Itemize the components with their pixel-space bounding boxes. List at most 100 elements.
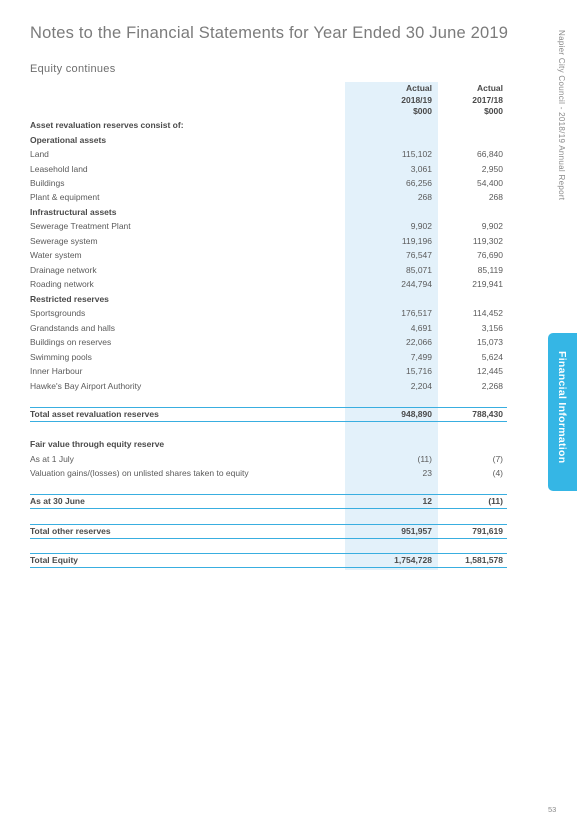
table-total-row: Total asset revaluation reserves 948,890 7… xyxy=(30,407,507,422)
value-2018-19: 22,066 xyxy=(406,337,432,347)
row-label: Infrastructural assets xyxy=(30,207,117,217)
column-header-line: 2018/19 xyxy=(401,94,432,105)
row-label: Roading network xyxy=(30,279,94,289)
row-label: Plant & equipment xyxy=(30,192,100,202)
row-label: As at 30 June xyxy=(30,496,85,506)
value-2018-19: 76,547 xyxy=(406,250,432,260)
row-label: Total other reserves xyxy=(30,526,111,536)
table-row: Swimming pools 7,499 5,624 xyxy=(30,350,507,364)
value-2018-19: 948,890 xyxy=(401,409,432,419)
value-2017-18: 119,302 xyxy=(472,236,503,246)
row-label: Valuation gains/(losses) on unlisted sha… xyxy=(30,468,249,478)
table-row: Water system 76,547 76,690 xyxy=(30,248,507,262)
table-row: Land 115,102 66,840 xyxy=(30,147,507,161)
column-header-line: 2017/18 xyxy=(472,94,503,105)
value-2018-19: 85,071 xyxy=(406,265,432,275)
row-label: Buildings on reserves xyxy=(30,337,112,347)
table-section-heading: Asset revaluation reserves consist of: xyxy=(30,118,507,132)
column-header-line: Actual xyxy=(477,83,503,93)
value-2017-18: 268 xyxy=(488,192,503,202)
value-2018-19: 2,204 xyxy=(410,381,432,391)
side-report-title: Napier City Council - 2018/19 Annual Rep… xyxy=(557,30,566,201)
value-2018-19: 15,716 xyxy=(406,366,432,376)
value-2017-18: 85,119 xyxy=(477,265,503,275)
row-label: Restricted reserves xyxy=(30,294,109,304)
value-2018-19: 9,902 xyxy=(410,221,432,231)
row-label: Sewerage system xyxy=(30,236,98,246)
row-label: Hawke's Bay Airport Authority xyxy=(30,381,142,391)
value-2017-18: 54,400 xyxy=(477,178,503,188)
row-label: Leasehold land xyxy=(30,164,88,174)
value-2018-19: 176,517 xyxy=(401,308,432,318)
value-2018-19: 4,691 xyxy=(410,323,432,333)
table-row: Sportsgrounds 176,517 114,452 xyxy=(30,306,507,320)
row-label: Water system xyxy=(30,250,82,260)
table-row: As at 1 July (11) (7) xyxy=(30,452,507,466)
value-2017-18: 788,430 xyxy=(472,409,503,419)
table-row: Plant & equipment 268 268 xyxy=(30,190,507,204)
table-row: Buildings 66,256 54,400 xyxy=(30,176,507,190)
row-label: Sewerage Treatment Plant xyxy=(30,221,131,231)
table-row: Buildings on reserves 22,066 15,073 xyxy=(30,335,507,349)
row-label: Total Equity xyxy=(30,555,79,565)
value-2018-19: (11) xyxy=(417,454,433,464)
table-section-heading: Operational assets xyxy=(30,133,507,147)
row-label: Asset revaluation reserves consist of: xyxy=(30,120,184,130)
table-row: Valuation gains/(losses) on unlisted sha… xyxy=(30,466,507,480)
table-row: Hawke's Bay Airport Authority 2,204 2,268 xyxy=(30,379,507,393)
table-row: Drainage network 85,071 85,119 xyxy=(30,263,507,277)
section-subtitle: Equity continues xyxy=(30,63,116,75)
side-section-tab-label: Financial Information xyxy=(556,351,568,464)
table-row: Grandstands and halls 4,691 3,156 xyxy=(30,321,507,335)
value-2018-19: 244,794 xyxy=(401,279,432,289)
value-2018-19: 23 xyxy=(422,468,432,478)
value-2017-18: (7) xyxy=(492,454,503,464)
value-2018-19: 7,499 xyxy=(410,352,432,362)
table-row: Sewerage system 119,196 119,302 xyxy=(30,234,507,248)
value-2017-18: 12,445 xyxy=(477,366,503,376)
value-2017-18: 219,941 xyxy=(472,279,503,289)
row-label: As at 1 July xyxy=(30,454,74,464)
value-2018-19: 1,754,728 xyxy=(394,555,432,565)
row-label: Sportsgrounds xyxy=(30,308,86,318)
value-2017-18: 114,452 xyxy=(472,308,503,318)
page-number: 53 xyxy=(548,805,557,814)
value-2018-19: 268 xyxy=(417,192,432,202)
row-label: Land xyxy=(30,149,49,159)
value-2017-18: 1,581,578 xyxy=(465,555,503,565)
page-title: Notes to the Financial Statements for Ye… xyxy=(30,24,509,42)
row-label: Grandstands and halls xyxy=(30,323,116,333)
value-2017-18: 791,619 xyxy=(472,526,503,536)
column-header-line: $000 xyxy=(484,106,503,116)
value-2017-18: 3,156 xyxy=(481,323,503,333)
value-2017-18: 66,840 xyxy=(477,149,503,159)
column-header-prior: Actual 2017/18 $000 xyxy=(433,83,503,118)
row-label: Drainage network xyxy=(30,265,97,275)
table-row: Sewerage Treatment Plant 9,902 9,902 xyxy=(30,219,507,233)
value-2018-19: 66,256 xyxy=(406,178,432,188)
column-header-current: Actual 2018/19 $000 xyxy=(362,83,432,118)
row-label: Total asset revaluation reserves xyxy=(30,409,159,419)
current-year-column-highlight xyxy=(345,82,438,570)
table-row: Roading network 244,794 219,941 xyxy=(30,277,507,291)
table-total-row: Total Equity 1,754,728 1,581,578 xyxy=(30,553,507,568)
column-header-line: $000 xyxy=(413,106,432,116)
value-2018-19: 119,196 xyxy=(401,236,432,246)
side-section-tab[interactable]: Financial Information xyxy=(548,333,577,491)
table-section-heading: Fair value through equity reserve xyxy=(30,437,507,451)
row-label: Buildings xyxy=(30,178,65,188)
table-row: Inner Harbour 15,716 12,445 xyxy=(30,364,507,378)
table-section-heading: Restricted reserves xyxy=(30,292,507,306)
value-2018-19: 3,061 xyxy=(410,164,432,174)
table-section-heading: Infrastructural assets xyxy=(30,205,507,219)
value-2018-19: 12 xyxy=(422,496,432,506)
table-row: Leasehold land 3,061 2,950 xyxy=(30,162,507,176)
value-2017-18: 2,950 xyxy=(481,164,503,174)
table-total-row: Total other reserves 951,957 791,619 xyxy=(30,524,507,539)
value-2017-18: (4) xyxy=(492,468,503,478)
value-2017-18: 5,624 xyxy=(481,352,503,362)
value-2017-18: 15,073 xyxy=(477,337,503,347)
value-2017-18: 76,690 xyxy=(477,250,503,260)
row-label: Inner Harbour xyxy=(30,366,83,376)
column-header-line: Actual xyxy=(406,83,432,93)
